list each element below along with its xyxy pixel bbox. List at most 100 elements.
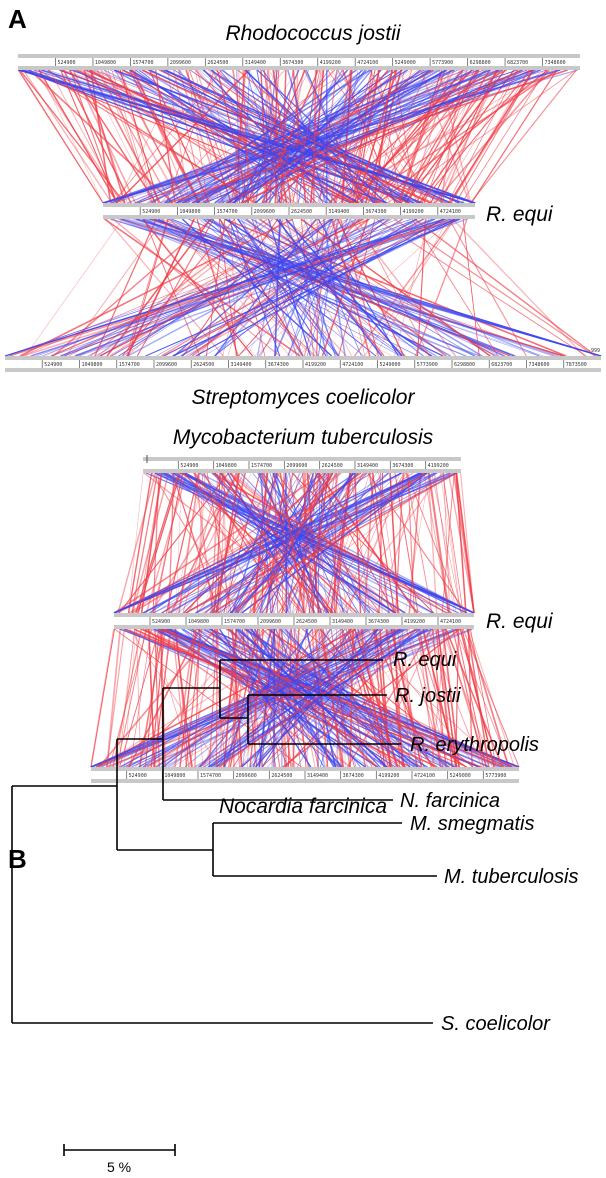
inverted-match-link — [42, 69, 464, 204]
direct-match-link — [182, 472, 222, 614]
genome-label-r-equi-2: R. equi — [486, 610, 554, 633]
scale-bar-label: 5 % — [107, 1159, 131, 1175]
direct-match-link — [104, 218, 301, 357]
direct-match-link — [354, 69, 464, 204]
direct-match-link — [375, 218, 449, 357]
direct-match-link — [263, 472, 445, 614]
direct-match-link — [137, 218, 392, 357]
inverted-match-link — [223, 69, 307, 204]
direct-match-link — [420, 69, 471, 204]
direct-match-link — [112, 69, 223, 204]
direct-match-link — [230, 218, 237, 357]
inverted-match-link — [210, 218, 498, 357]
tick-labels-coelicolor: 524900 1049800 1574700 2099600 2624500 314940… — [41, 360, 587, 368]
direct-match-link — [423, 69, 475, 204]
tick-label: 3674300 — [392, 463, 413, 469]
inverted-match-link — [272, 472, 322, 614]
inverted-match-link — [276, 218, 383, 357]
direct-match-link — [315, 472, 396, 614]
inverted-match-link — [161, 472, 380, 614]
tick-label: 2099600 — [260, 619, 281, 625]
inverted-match-link — [185, 69, 527, 204]
direct-match-link — [106, 628, 122, 768]
inverted-match-link — [195, 69, 448, 204]
inverted-match-link — [164, 69, 491, 204]
inverted-match-link — [236, 472, 355, 614]
direct-match-link — [468, 628, 515, 768]
inverted-match-link — [127, 218, 383, 357]
tick-label: 4199200 — [404, 619, 425, 625]
direct-match-link — [312, 69, 317, 204]
direct-match-link — [122, 69, 358, 204]
inverted-match-link — [237, 218, 340, 357]
direct-match-link — [357, 218, 430, 357]
leaf-label-r-equi: R. equi — [393, 649, 457, 671]
genome-label-mycobacterium-tuberculosis: Mycobacterium tuberculosis — [173, 426, 434, 449]
direct-match-link — [322, 472, 405, 614]
tick-label: 3149400 — [307, 773, 328, 779]
direct-match-link — [240, 69, 522, 204]
direct-match-link — [452, 472, 475, 614]
direct-match-link — [466, 628, 510, 768]
direct-match-link — [188, 69, 238, 204]
inverted-match-link — [60, 218, 398, 357]
inverted-match-link — [61, 218, 362, 357]
tick-label: 1049800 — [188, 619, 209, 625]
inverted-match-link — [233, 69, 494, 204]
direct-match-link — [327, 69, 421, 204]
direct-match-link — [218, 472, 339, 614]
direct-match-link — [17, 69, 104, 204]
tick-label: 4199200 — [320, 60, 341, 66]
tick-label: 4724100 — [342, 362, 363, 368]
direct-match-link — [260, 69, 268, 204]
tick-label: 1049800 — [82, 362, 103, 368]
direct-match-link — [182, 472, 333, 614]
direct-match-link — [340, 472, 443, 614]
direct-match-link — [127, 472, 153, 614]
direct-match-link — [186, 472, 281, 614]
synteny-links-equi-farcinica — [90, 628, 520, 768]
inverted-match-link — [214, 218, 317, 357]
tick-label: 3674300 — [268, 362, 289, 368]
tick-label: 2099600 — [286, 463, 307, 469]
direct-match-link — [128, 472, 341, 614]
tick-label: 2624500 — [193, 362, 214, 368]
direct-match-link — [38, 69, 118, 204]
tick-label: 7873500 — [566, 362, 587, 368]
genome-label-r-equi-1: R. equi — [486, 203, 554, 226]
direct-match-link — [427, 472, 438, 614]
direct-match-link — [127, 472, 144, 614]
direct-match-link — [155, 69, 176, 204]
direct-match-link — [69, 69, 118, 204]
leaf-label-n-farcinica: N. farcinica — [400, 790, 500, 812]
inverted-match-link — [245, 628, 455, 768]
direct-match-link — [78, 69, 297, 204]
tick-label: 3674300 — [343, 773, 364, 779]
inverted-match-link — [30, 218, 460, 357]
tick-label: 524900 — [152, 619, 170, 625]
direct-match-link — [349, 218, 457, 357]
inverted-match-link — [279, 218, 339, 357]
direct-match-link — [435, 69, 501, 204]
direct-match-link — [22, 69, 113, 204]
direct-match-link — [138, 69, 485, 204]
tick-label: 524900 — [180, 463, 198, 469]
direct-match-link — [440, 69, 497, 204]
direct-match-link — [129, 628, 220, 768]
direct-match-link — [201, 472, 252, 614]
direct-match-link — [154, 628, 374, 768]
direct-match-link — [469, 69, 577, 204]
direct-match-link — [300, 218, 314, 357]
inverted-match-link — [161, 472, 448, 614]
direct-match-link — [417, 628, 435, 768]
direct-match-link — [105, 218, 224, 357]
direct-match-link — [445, 628, 504, 768]
leaf-label-m-smegmatis: M. smegmatis — [410, 813, 534, 835]
direct-match-link — [320, 472, 382, 614]
tick-label: 524900 — [129, 773, 147, 779]
inverted-match-link — [228, 218, 281, 357]
inverted-match-link — [135, 218, 602, 357]
direct-match-link — [143, 218, 201, 357]
direct-match-link — [263, 69, 279, 204]
